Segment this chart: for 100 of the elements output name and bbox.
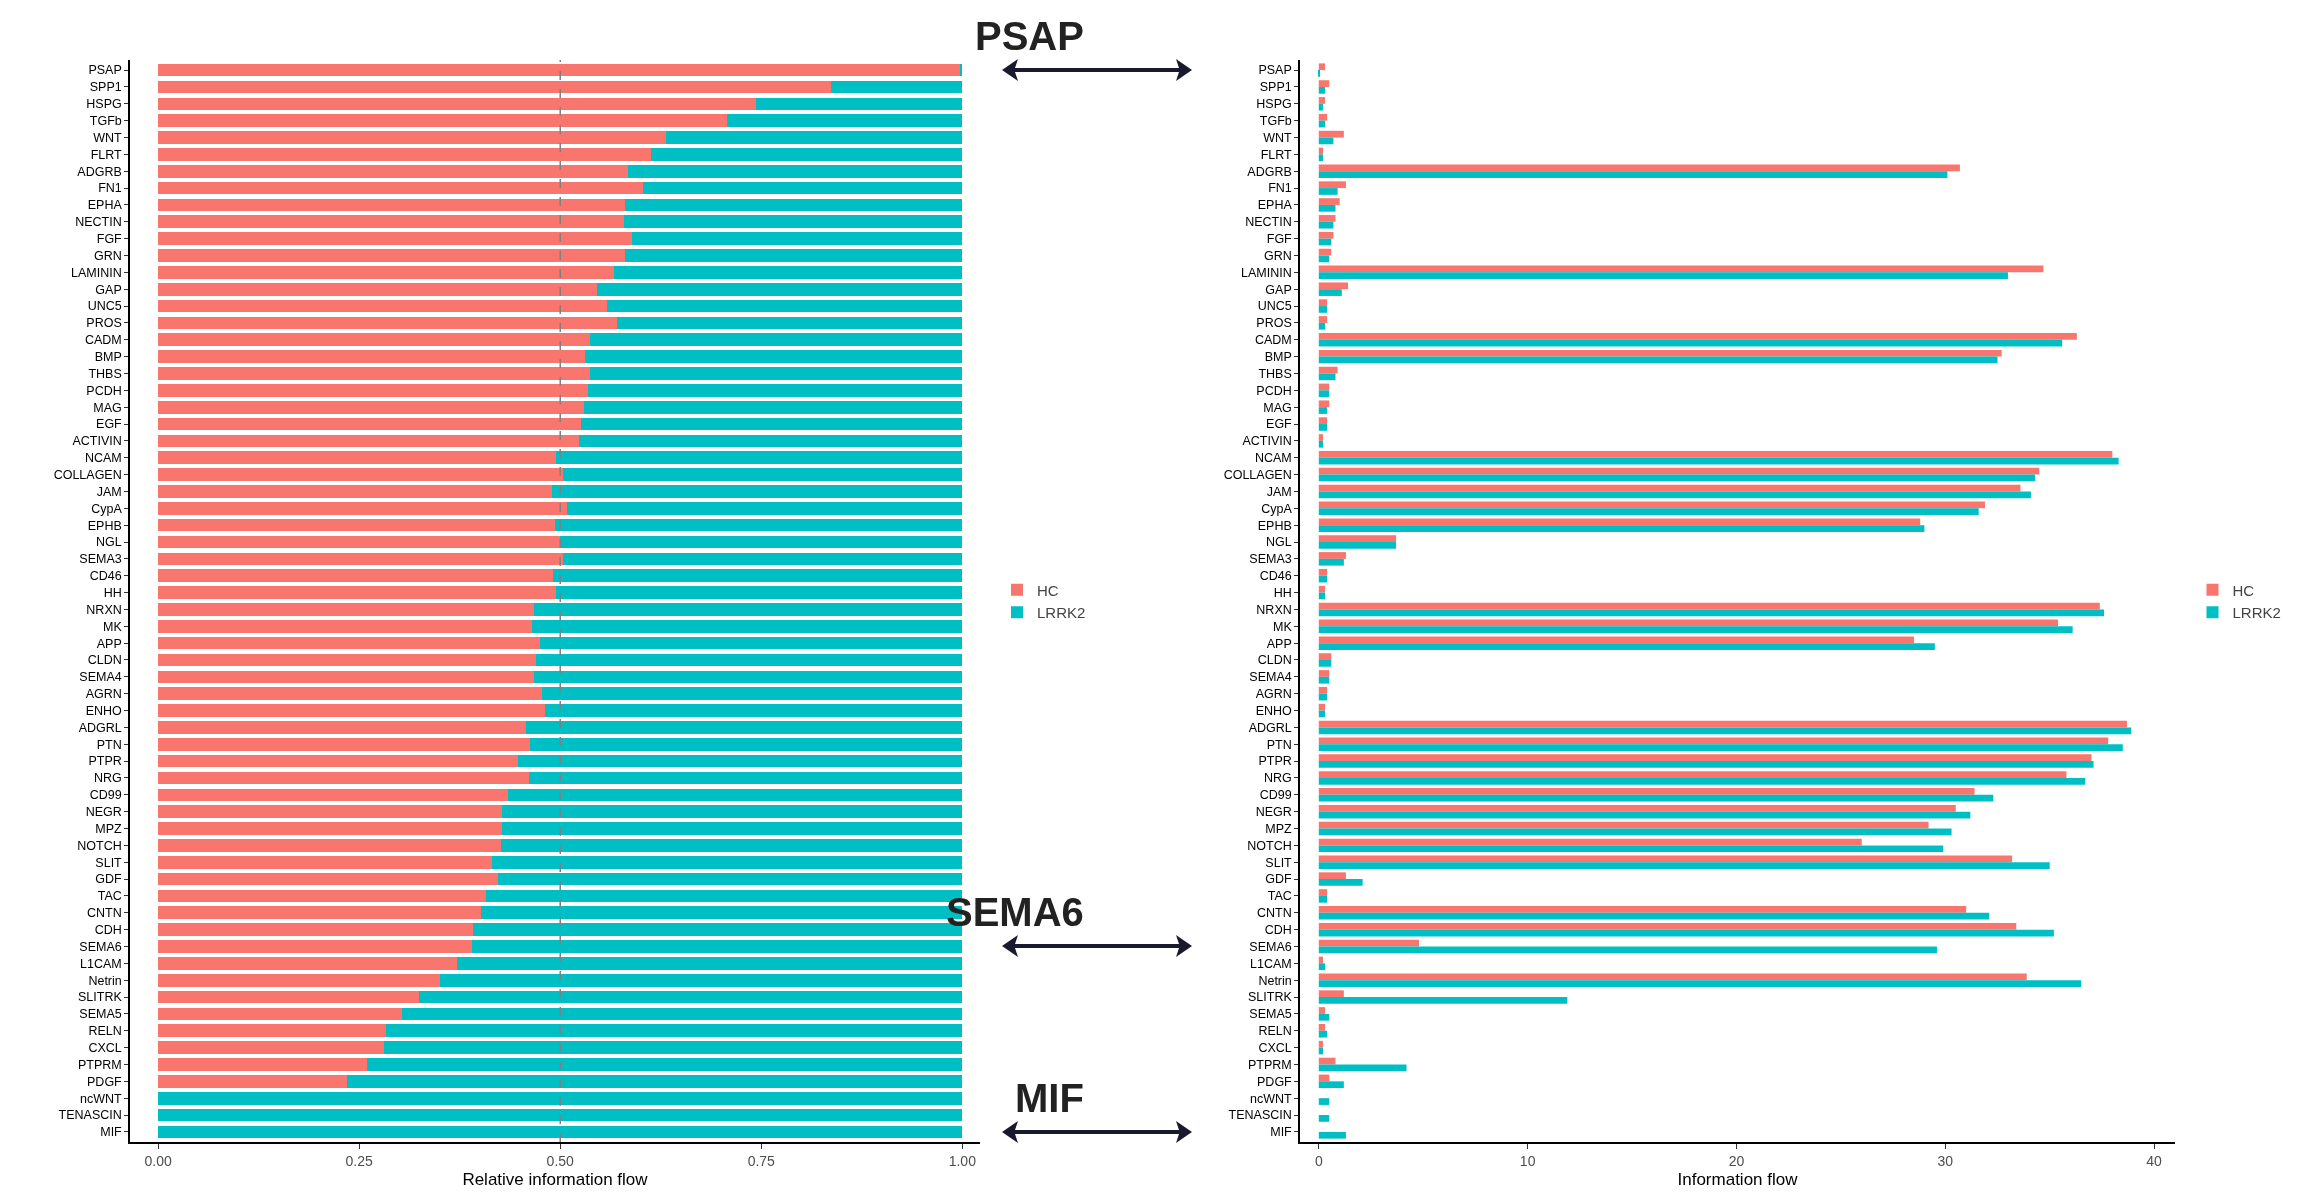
bar [588,384,963,397]
x-tick-label: 1.00 [948,1152,977,1169]
bar [158,687,542,701]
y-tick-label: SEMA3 [79,552,122,567]
y-tick-label: MPZ [1265,821,1293,836]
bar [1318,349,2002,357]
bar [158,1091,963,1105]
bar [1318,990,1344,998]
x-tick-label: 30 [1937,1152,1954,1169]
bar [1318,585,1326,593]
bar [158,181,644,195]
y-tick-label: BMP [1264,349,1292,364]
y-tick-label: CNTN [1257,906,1292,921]
bar [158,114,727,127]
bar [440,973,963,987]
bar [1318,181,1346,189]
y-tick-label: ENHO [85,703,123,718]
bar [158,148,652,161]
y-tick-label: FLRT [90,147,123,162]
x-tick-label: 0.75 [747,1152,776,1169]
y-tick-label: RELN [88,1024,122,1039]
y-tick-label: NGL [96,535,122,550]
bar [158,906,482,920]
bar [1318,686,1328,694]
y-tick-label: GDF [1265,872,1293,887]
text: PSAP [975,14,1084,58]
y-tick-label: ADGRB [1247,164,1292,179]
y-tick-label: CXCL [88,1040,122,1055]
bar [158,400,584,414]
bar [1318,113,1328,121]
y-tick-label: NEGR [1255,805,1292,820]
y-tick-label: SPP1 [89,80,122,95]
bar [1318,491,2031,499]
bar [1318,215,1336,222]
y-tick-label: WNT [1263,130,1293,145]
y-tick-label: SLIT [95,855,123,870]
x-axis-title: Information flow [1677,1170,1799,1190]
bar [498,872,963,886]
legend-label: HC [2232,581,2255,599]
bar [401,1007,963,1021]
y-tick-label: NGL [1266,535,1292,550]
bar [555,518,963,532]
bar [158,131,667,144]
bar [158,97,757,111]
bar [158,872,499,886]
bar [158,940,472,953]
bar [158,350,586,363]
bar [1318,333,2077,340]
bar [1318,906,1967,913]
bar [1318,855,2013,863]
y-tick-label: CLDN [1257,653,1292,668]
bar [1318,889,1328,896]
y-tick-label: FGF [96,232,123,247]
bar [347,1075,963,1088]
y-tick-label: GAP [95,282,122,297]
bar [1318,727,2132,735]
bar [589,333,963,347]
y-tick-label: PCDH [1256,383,1292,398]
bar [158,1024,386,1038]
bar [1318,703,1326,711]
bar [1318,1115,1330,1122]
y-tick-label: NOTCH [77,838,122,853]
y-tick-label: WNT [93,130,123,145]
bar [536,653,963,667]
bar [623,215,963,229]
bar [528,771,963,785]
y-tick-label: TENASCIN [1228,1108,1292,1123]
bar [158,822,503,835]
bar [544,704,963,717]
bar [457,957,963,970]
y-tick-label: EPHA [1257,198,1293,213]
bar [1318,1030,1328,1038]
bar [1318,366,1338,374]
y-tick-label: ncWNT [80,1091,123,1106]
bar [1318,339,2063,347]
y-tick-label: FLRT [1260,147,1293,162]
bar [1318,670,1330,677]
bar [158,63,961,77]
bar [563,552,963,566]
bar [726,114,963,127]
y-tick-label: PSAP [1258,63,1292,78]
y-tick-label: NOTCH [1247,838,1292,853]
y-tick-label: JAM [96,484,122,499]
bar [158,1125,963,1139]
y-tick-label: Netrin [88,973,122,988]
y-tick-label: CADM [1254,333,1292,348]
legend-label: LRRK2 [1037,604,1086,622]
bar [556,451,963,465]
y-tick-label: L1CAM [80,956,122,971]
y-tick-label: APP [1266,636,1292,651]
bar [158,990,419,1004]
bar [158,957,458,970]
bar [1318,558,1344,566]
bar [1318,451,2113,458]
bar [1318,154,1323,162]
y-tick-label: PSAP [88,63,122,78]
y-tick-label: PDGF [87,1074,123,1089]
bar [532,619,963,633]
y-tick-label: ADGRB [77,164,122,179]
y-tick-label: HH [1273,585,1292,600]
